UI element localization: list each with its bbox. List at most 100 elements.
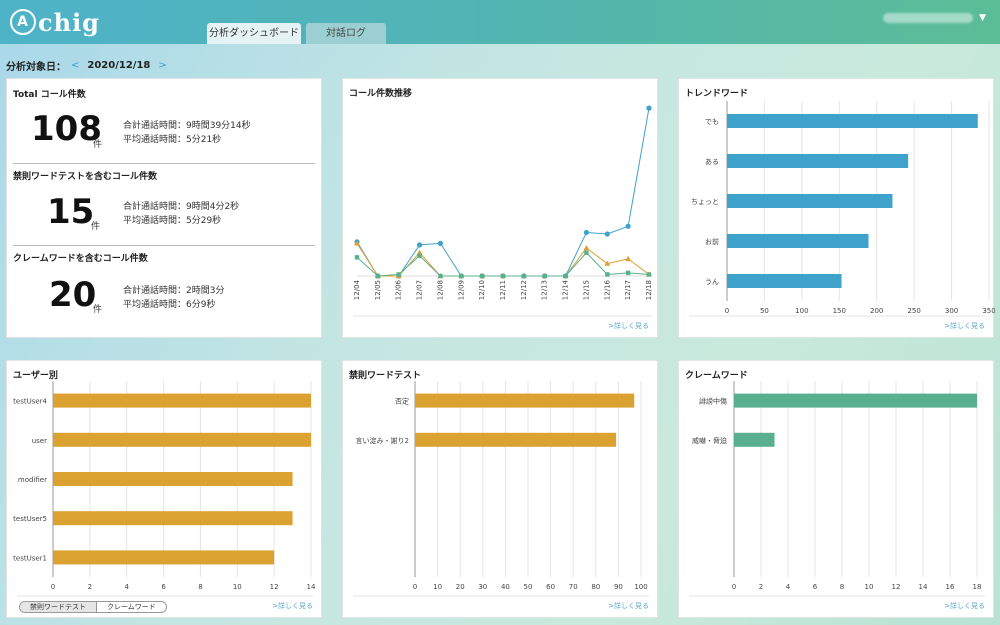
data-point: [563, 273, 568, 279]
date-selector: 分析対象日： < 2020/12/18 >: [6, 58, 167, 73]
data-point: [416, 242, 423, 248]
summary-divider: [13, 163, 315, 164]
category-label: testUser4: [13, 398, 47, 406]
x-tick-label: 6: [813, 583, 818, 591]
x-tick-label: 0: [413, 583, 417, 591]
total-calls-avg-time: 平均通話時間：5分21秒: [123, 135, 222, 145]
data-point: [604, 260, 611, 266]
x-tick-label: 40: [501, 583, 510, 591]
banned-words-more-link[interactable]: >詳しく見る: [608, 602, 649, 610]
x-tick-label: 100: [795, 307, 808, 315]
x-tick-label: 12/15: [582, 280, 590, 300]
users-more-link[interactable]: >詳しく見る: [272, 602, 313, 610]
next-date-button[interactable]: >: [158, 60, 167, 71]
x-tick-label: 14: [919, 583, 928, 591]
user-name-blurred: [883, 13, 974, 23]
tab-dialog-log[interactable]: 対話ログ: [306, 23, 386, 44]
data-point: [375, 273, 381, 279]
data-point: [417, 253, 422, 258]
x-tick-label: 150: [833, 307, 846, 315]
x-tick-label: 50: [760, 307, 769, 315]
data-point: [584, 250, 589, 255]
claim-words-more-link[interactable]: >詳しく見る: [944, 602, 985, 610]
x-tick-label: 90: [614, 583, 623, 591]
bar: [53, 432, 311, 447]
category-label: ある: [705, 158, 719, 166]
category-label: modifier: [18, 476, 47, 484]
word-type-toggle: 禁則ワードテスト クレームワード: [19, 601, 167, 613]
total-calls-count: 108: [31, 109, 102, 149]
x-tick-label: 12/05: [374, 280, 382, 300]
x-tick-label: 14: [307, 583, 316, 591]
x-tick-label: 50: [524, 583, 533, 591]
trend-words-more-link[interactable]: >詳しく見る: [944, 322, 985, 330]
summary-card: Total コール件数 108 件 合計通話時間：9時間39分14秒 平均通話時…: [6, 78, 322, 338]
user-menu[interactable]: ▼: [883, 13, 986, 23]
trend-words-card: トレンドワード 0 50 100 150 200 250 300 350 でも ある ちょっと お前う…: [678, 78, 995, 338]
data-point: [500, 273, 506, 279]
category-label: 言い淀み・謝り2: [356, 436, 409, 445]
data-point: [542, 273, 547, 279]
claim-words-card: クレームワード 0 2 4 6 8 10 12 14 16 18 誹謗中傷 威嚇・脅迫 >詳しく見る: [678, 360, 994, 618]
x-tick-label: 8: [840, 583, 844, 591]
app-logo[interactable]: A chig: [10, 6, 100, 38]
data-point: [583, 245, 590, 251]
x-tick-label: 12/04: [353, 279, 361, 300]
category-label: 否定: [395, 397, 409, 406]
x-tick-label: 300: [945, 307, 958, 315]
bar: [415, 393, 635, 408]
category-label: 誹謗中傷: [699, 397, 727, 406]
x-tick-label: 18: [973, 583, 982, 591]
x-tick-label: 60: [546, 583, 555, 591]
current-date: 2020/12/18: [87, 60, 151, 71]
data-point: [583, 229, 590, 236]
toggle-claim-word[interactable]: クレームワード: [107, 603, 156, 611]
bar: [53, 472, 293, 486]
calls-trend-card: コール件数推移 12/04 12/05 12/06 12/07 12/08 12/09 12…: [342, 78, 658, 338]
bar: [727, 194, 893, 208]
bar: [53, 511, 293, 526]
trend-words-title: トレンドワード: [685, 89, 749, 99]
x-tick-label: 0: [51, 583, 55, 591]
calls-trend-chart: 12/04 12/05 12/06 12/07 12/08 12/09 12/10 12/11…: [353, 105, 653, 317]
category-label: ちょっと: [691, 198, 719, 206]
x-tick-label: 12: [270, 583, 279, 591]
bar: [415, 432, 617, 447]
x-tick-label: 6: [161, 583, 166, 591]
x-tick-label: 100: [634, 583, 647, 591]
category-label: でも: [705, 118, 719, 126]
tab-analysis-dashboard[interactable]: 分析ダッシュボード: [207, 23, 301, 44]
x-tick-label: 8: [198, 583, 202, 591]
total-calls-unit: 件: [93, 140, 103, 150]
data-point: [625, 270, 631, 276]
calls-trend-title: コール件数推移: [349, 89, 413, 99]
bar: [727, 114, 978, 128]
category-label: user: [32, 437, 47, 445]
banned-words-card: 禁則ワードテスト 0 10 20 30 40 50 60 70 80 90 100 否定 言い淀み・謝り…: [342, 360, 658, 618]
top-bar: A chig 分析ダッシュボード 対話ログ ▼: [0, 0, 1000, 44]
data-point: [459, 273, 464, 279]
prev-date-button[interactable]: <: [71, 60, 80, 71]
users-chart: 0 2 4 6 8 10 12 14 testUser4 user modifier testUser…: [13, 381, 316, 597]
x-tick-label: 0: [725, 307, 729, 315]
x-tick-label: 350: [982, 307, 995, 315]
x-tick-label: 12/07: [416, 280, 424, 300]
x-tick-label: 12/16: [603, 279, 611, 300]
x-tick-label: 12/11: [499, 280, 507, 300]
x-tick-label: 2: [88, 583, 92, 591]
data-point: [646, 272, 652, 277]
banned-calls-total-time: 合計通話時間：9時間4分2秒: [123, 202, 240, 212]
category-label: 威嚇・脅迫: [692, 436, 727, 445]
x-tick-label: 16: [946, 583, 955, 591]
toggle-banned-word[interactable]: 禁則ワードテスト: [20, 602, 97, 612]
x-tick-label: 12/18: [645, 280, 653, 300]
x-tick-label: 12/10: [478, 280, 486, 300]
x-tick-label: 10: [865, 583, 874, 591]
calls-trend-more-link[interactable]: >詳しく見る: [608, 322, 649, 330]
data-point: [479, 273, 485, 279]
data-point: [438, 273, 443, 279]
users-title: ユーザー別: [13, 371, 58, 381]
claim-calls-title: クレームワードを含むコール件数: [13, 254, 148, 264]
